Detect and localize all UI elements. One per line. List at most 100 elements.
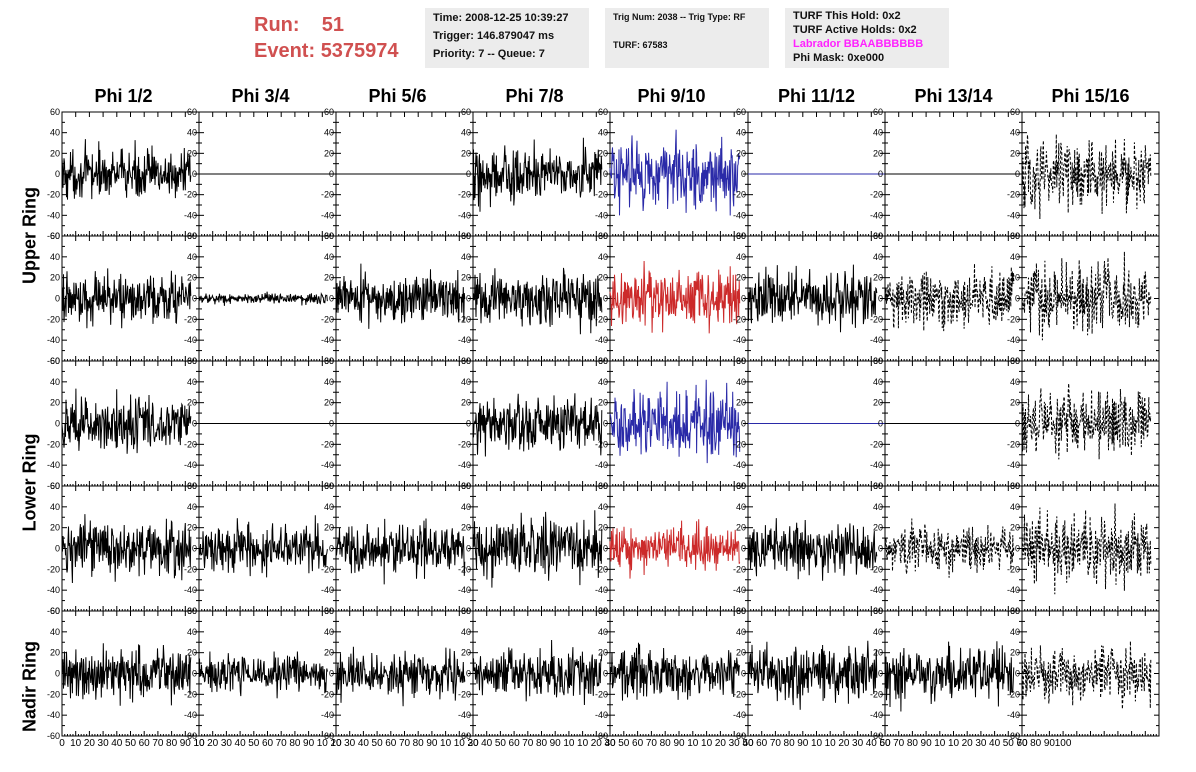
x-tick-label: 80 (660, 738, 672, 749)
x-tick-label: 50 (248, 738, 260, 749)
y-tick-label: -40 (1007, 210, 1020, 220)
y-tick-label: 20 (736, 148, 746, 158)
y-tick-label: -40 (321, 585, 334, 595)
y-tick-label: 40 (187, 128, 197, 138)
y-tick-label: 20 (50, 148, 60, 158)
waveform-trace (884, 641, 1015, 712)
y-tick-label: -20 (1007, 439, 1020, 449)
y-tick-label: -40 (1007, 335, 1020, 345)
panel-r2-c0: 60 40 20 0 -20 -40 -60 (47, 356, 200, 491)
waveform-trace (747, 640, 878, 710)
y-tick-label: 20 (50, 523, 60, 533)
waveform-trace (1021, 251, 1152, 341)
x-tick-label: 60 (756, 738, 768, 749)
y-tick-label: -20 (870, 689, 883, 699)
waveform-trace (1021, 641, 1152, 710)
x-tick-label: 90 (797, 738, 809, 749)
y-tick-label: 0 (55, 169, 60, 179)
y-tick-label: -40 (733, 335, 746, 345)
waveform-trace (747, 264, 878, 333)
run-event-header: Run: 51 Event: 5375974 (254, 12, 399, 64)
waveform-trace (198, 291, 328, 306)
y-tick-label: 20 (50, 398, 60, 408)
y-tick-label: 40 (187, 377, 197, 387)
y-tick-label: 0 (55, 669, 60, 679)
y-tick-label: 0 (878, 544, 883, 554)
y-tick-label: -20 (458, 190, 471, 200)
x-tick-label: 20 (715, 738, 727, 749)
y-tick-label: 0 (1015, 169, 1020, 179)
y-tick-label: 20 (736, 398, 746, 408)
y-tick-label: 40 (50, 128, 60, 138)
x-tick-label: 20 (591, 738, 603, 749)
y-tick-label: -20 (184, 314, 197, 324)
y-tick-label: 40 (324, 128, 334, 138)
event-value: 5375974 (320, 40, 399, 62)
x-tick-label: 30 (221, 738, 233, 749)
waveform-trace (609, 379, 741, 464)
y-tick-label: 40 (873, 627, 883, 637)
y-tick-label: -40 (321, 210, 334, 220)
y-tick-label: 40 (873, 377, 883, 387)
y-tick-label: 0 (741, 294, 746, 304)
y-tick-label: -20 (595, 439, 608, 449)
y-tick-label: -20 (458, 439, 471, 449)
y-tick-label: 20 (461, 523, 471, 533)
y-tick-label: -20 (321, 564, 334, 574)
x-tick-label: 30 (98, 738, 110, 749)
waveform-trace (61, 514, 192, 584)
y-tick-label: 0 (466, 544, 471, 554)
y-tick-label: 60 (50, 107, 60, 117)
y-tick-label: 40 (461, 627, 471, 637)
y-tick-label: -40 (321, 710, 334, 720)
x-tick-label: 60 (262, 738, 274, 749)
x-tick-label: 20 (207, 738, 219, 749)
y-tick-label: -40 (1007, 460, 1020, 470)
y-tick-label: 0 (192, 169, 197, 179)
y-tick-label: 20 (598, 148, 608, 158)
y-tick-label: 0 (878, 669, 883, 679)
y-tick-label: 0 (603, 169, 608, 179)
y-tick-label: 20 (50, 648, 60, 658)
y-tick-label: 20 (598, 523, 608, 533)
y-tick-label: -40 (870, 710, 883, 720)
y-tick-label: 60 (324, 606, 334, 616)
labrador-text: Labrador BBAABBBBBB (793, 38, 924, 50)
x-tick-label: 90 (180, 738, 192, 749)
y-tick-label: 40 (736, 627, 746, 637)
y-tick-label: -60 (321, 731, 334, 741)
y-tick-label: -40 (321, 460, 334, 470)
trigger-text: Trigger: 146.879047 ms (433, 30, 555, 42)
y-tick-label: 0 (192, 294, 197, 304)
waveform-trace (1021, 503, 1152, 595)
y-tick-label: -40 (870, 460, 883, 470)
x-tick-label: 30 (467, 738, 479, 749)
y-tick-label: 60 (324, 356, 334, 366)
y-tick-label: 60 (50, 606, 60, 616)
y-tick-label: -60 (47, 731, 60, 741)
y-tick-label: 60 (1010, 107, 1020, 117)
x-tick-label: 10 (440, 738, 452, 749)
y-tick-label: 40 (598, 128, 608, 138)
y-tick-label: -40 (1007, 585, 1020, 595)
y-tick-label: 40 (736, 377, 746, 387)
x-tick-label: 80 (536, 738, 548, 749)
y-tick-label: -40 (47, 460, 60, 470)
x-tick-label: 20 (330, 738, 342, 749)
y-tick-label: -20 (733, 564, 746, 574)
waveform-trace (335, 263, 466, 329)
y-tick-label: -40 (458, 460, 471, 470)
y-tick-label: -40 (458, 710, 471, 720)
y-tick-label: 40 (598, 377, 608, 387)
waveform-trace (198, 515, 328, 578)
y-tick-label: 40 (736, 252, 746, 262)
